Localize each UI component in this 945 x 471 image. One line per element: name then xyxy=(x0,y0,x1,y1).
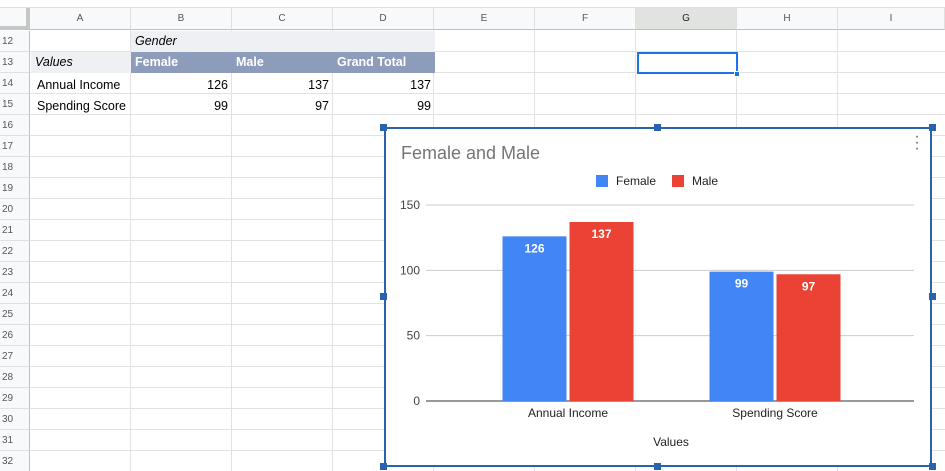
row-header-17[interactable]: 17 xyxy=(0,136,30,157)
resize-handle[interactable] xyxy=(380,293,387,300)
grid-column-line xyxy=(332,30,333,471)
toolbar-remnant xyxy=(0,0,945,8)
column-header-b[interactable]: B xyxy=(131,8,232,30)
row-header-20[interactable]: 20 xyxy=(0,199,30,220)
row-header-23[interactable]: 23 xyxy=(0,262,30,283)
legend-swatch xyxy=(672,175,684,187)
row-header-29[interactable]: 29 xyxy=(0,388,30,409)
resize-handle[interactable] xyxy=(380,463,387,470)
row-header-31[interactable]: 31 xyxy=(0,430,30,451)
legend-swatch xyxy=(596,175,608,187)
y-tick-label: 150 xyxy=(400,198,420,212)
column-header-a[interactable]: A xyxy=(30,8,131,30)
pivot-cell[interactable]: 137 xyxy=(308,78,329,92)
select-all-corner[interactable] xyxy=(0,8,30,30)
resize-handle[interactable] xyxy=(929,293,936,300)
column-header-f[interactable]: F xyxy=(535,8,636,30)
row-header-28[interactable]: 28 xyxy=(0,367,30,388)
pivot-column-group-label[interactable]: Gender xyxy=(131,31,435,52)
active-cell-selection[interactable] xyxy=(637,52,738,74)
row-header-19[interactable]: 19 xyxy=(0,178,30,199)
y-tick-label: 50 xyxy=(407,329,421,343)
row-header-27[interactable]: 27 xyxy=(0,346,30,367)
resize-handle[interactable] xyxy=(654,124,661,131)
legend-label[interactable]: Male xyxy=(692,174,718,188)
pivot-cell[interactable]: 99 xyxy=(417,99,431,113)
row-header-22[interactable]: 22 xyxy=(0,241,30,262)
pivot-header-male[interactable]: Male xyxy=(232,52,333,73)
column-header-g[interactable]: G xyxy=(636,8,737,30)
resize-handle[interactable] xyxy=(654,463,661,470)
grid-row-line xyxy=(30,51,945,52)
row-header-25[interactable]: 25 xyxy=(0,304,30,325)
resize-handle[interactable] xyxy=(929,124,936,131)
row-header-13[interactable]: 13 xyxy=(0,52,30,73)
row-header-15[interactable]: 15 xyxy=(0,94,30,115)
chart-female-and-male[interactable]: Female and Male Female Male 0 50 100 150 126… xyxy=(384,127,932,467)
bar-male-annual-income[interactable] xyxy=(569,221,634,401)
data-label: 126 xyxy=(524,241,544,255)
column-header-h[interactable]: H xyxy=(737,8,838,30)
y-tick-label: 100 xyxy=(400,263,420,277)
resize-handle[interactable] xyxy=(929,463,936,470)
y-tick-label: 0 xyxy=(413,394,420,408)
grid-row-line xyxy=(30,114,945,115)
column-header-e[interactable]: E xyxy=(434,8,535,30)
column-header-d[interactable]: D xyxy=(333,8,434,30)
chart-title: Female and Male xyxy=(401,143,540,163)
fill-handle[interactable] xyxy=(734,71,740,77)
grid-column-line xyxy=(130,30,131,471)
more-vert-icon[interactable]: · · · xyxy=(914,128,920,157)
row-header-14[interactable]: 14 xyxy=(0,73,30,94)
grid-row-line xyxy=(30,72,945,73)
x-axis-title: Values xyxy=(653,435,689,449)
row-header-21[interactable]: 21 xyxy=(0,220,30,241)
pivot-cell[interactable]: 126 xyxy=(207,78,228,92)
row-header-16[interactable]: 16 xyxy=(0,115,30,136)
pivot-header-grand-total[interactable]: Grand Total xyxy=(333,52,435,73)
row-header-30[interactable]: 30 xyxy=(0,409,30,430)
pivot-row-label[interactable]: Spending Score xyxy=(37,99,126,113)
data-label: 137 xyxy=(591,227,611,241)
legend-label[interactable]: Female xyxy=(616,174,656,188)
row-header-32[interactable]: 32 xyxy=(0,451,30,471)
row-header-18[interactable]: 18 xyxy=(0,157,30,178)
data-label: 97 xyxy=(802,279,816,293)
pivot-cell[interactable]: 137 xyxy=(410,78,431,92)
x-category-label: Spending Score xyxy=(732,406,818,420)
row-header-12[interactable]: 12 xyxy=(0,31,30,52)
pivot-values-label[interactable]: Values xyxy=(31,52,131,73)
x-category-label: Annual Income xyxy=(528,406,608,420)
grid-row-line xyxy=(30,93,945,94)
bar-female-annual-income[interactable] xyxy=(502,236,567,401)
pivot-cell[interactable]: 97 xyxy=(315,99,329,113)
bar-female-spending-score[interactable] xyxy=(709,271,774,401)
bar-male-spending-score[interactable] xyxy=(776,274,841,401)
pivot-row-label[interactable]: Annual Income xyxy=(37,78,121,92)
column-header-c[interactable]: C xyxy=(232,8,333,30)
row-header-24[interactable]: 24 xyxy=(0,283,30,304)
pivot-cell[interactable]: 99 xyxy=(214,99,228,113)
grid-column-line xyxy=(231,30,232,471)
data-label: 99 xyxy=(735,277,749,291)
column-header-i[interactable]: I xyxy=(838,8,945,30)
row-header-26[interactable]: 26 xyxy=(0,325,30,346)
pivot-header-female[interactable]: Female xyxy=(131,52,232,73)
resize-handle[interactable] xyxy=(380,124,387,131)
